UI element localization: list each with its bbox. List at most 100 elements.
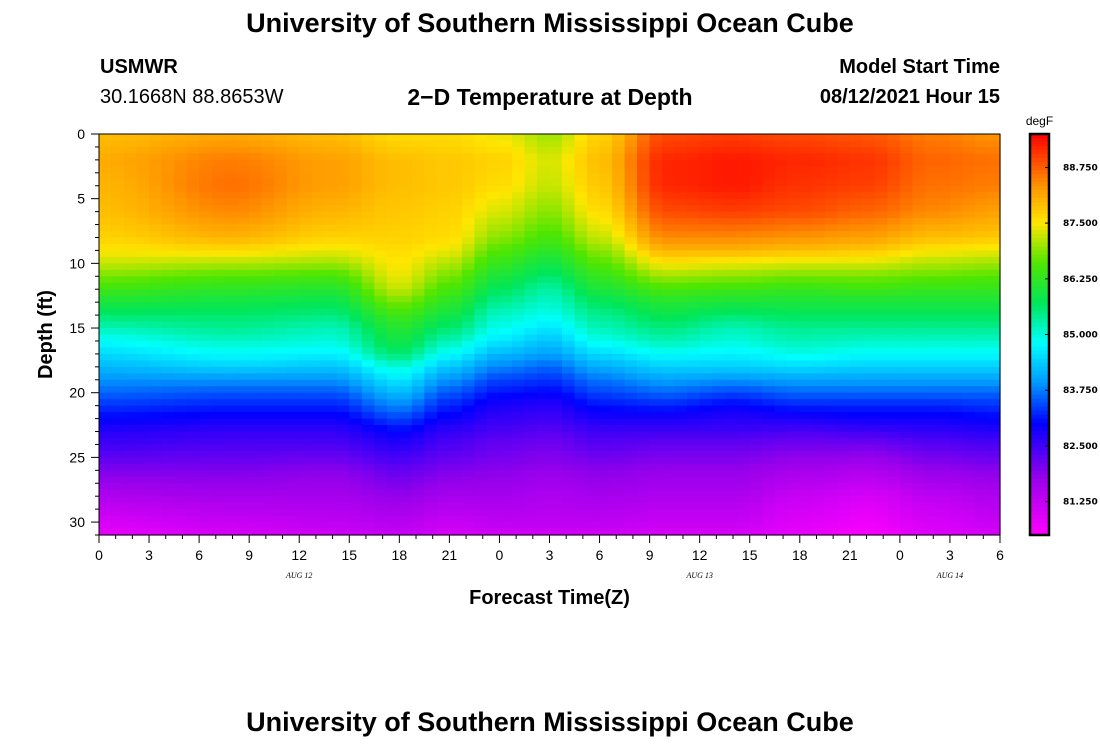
heatmap-cell	[124, 334, 138, 342]
heatmap-cell	[136, 476, 150, 484]
heatmap-cell	[712, 134, 726, 142]
heatmap-cell	[361, 153, 375, 161]
heatmap-cell	[261, 528, 275, 536]
heatmap-cell	[524, 172, 538, 180]
heatmap-cell	[386, 315, 400, 323]
heatmap-cell	[649, 353, 663, 361]
heatmap-cell	[374, 185, 388, 193]
heatmap-cell	[924, 502, 939, 510]
heatmap-cell	[574, 340, 588, 349]
colorbar-segment	[1030, 478, 1049, 484]
heatmap-cell	[687, 243, 701, 252]
heatmap-cell	[311, 340, 325, 349]
heatmap-cell	[799, 315, 813, 323]
heatmap-cell	[149, 328, 163, 336]
heatmap-cell	[712, 140, 726, 148]
heatmap-cell	[599, 399, 613, 407]
heatmap-cell	[99, 218, 113, 226]
heatmap-cell	[249, 340, 263, 349]
heatmap-cell	[824, 179, 838, 187]
heatmap-cell	[324, 399, 338, 407]
heatmap-cell	[511, 289, 526, 297]
heatmap-cell	[899, 282, 913, 290]
heatmap-cell	[336, 340, 350, 349]
heatmap-cell	[724, 302, 738, 310]
heatmap-cell	[712, 373, 726, 381]
heatmap-cell	[336, 412, 350, 420]
heatmap-cell	[286, 185, 300, 193]
heatmap-cell	[161, 444, 175, 452]
heatmap-cell	[411, 289, 425, 297]
heatmap-cell	[399, 379, 413, 387]
heatmap-cell	[399, 185, 413, 193]
heatmap-cell	[612, 192, 626, 200]
heatmap-cell	[762, 412, 776, 420]
heatmap-cell	[824, 321, 838, 329]
heatmap-cell	[161, 386, 175, 394]
heatmap-cell	[524, 256, 538, 264]
heatmap-cell	[474, 256, 488, 264]
heatmap-cell	[649, 412, 663, 420]
heatmap-cell	[511, 243, 526, 252]
heatmap-cell	[937, 140, 951, 148]
heatmap-cell	[562, 457, 576, 465]
heatmap-cell	[399, 489, 413, 497]
heatmap-cell	[461, 437, 476, 446]
heatmap-cell	[924, 302, 939, 310]
heatmap-cell	[624, 522, 638, 530]
heatmap-cell	[349, 269, 363, 277]
heatmap-cell	[399, 224, 413, 232]
heatmap-cell	[361, 334, 375, 342]
heatmap-cell	[737, 412, 751, 420]
heatmap-cell	[499, 146, 513, 155]
heatmap-cell	[699, 412, 713, 420]
heatmap-cell	[411, 509, 425, 517]
colorbar-segment	[1030, 330, 1049, 335]
heatmap-cell	[386, 528, 400, 536]
heatmap-cell	[887, 231, 901, 239]
heatmap-cell	[274, 496, 288, 504]
heatmap-cell	[99, 153, 113, 161]
heatmap-cell	[374, 192, 388, 200]
heatmap-cell	[712, 450, 726, 458]
heatmap-cell	[299, 269, 313, 277]
heatmap-cell	[862, 340, 876, 349]
heatmap-cell	[124, 172, 138, 180]
heatmap-cell	[924, 379, 939, 387]
heatmap-cell	[499, 185, 513, 193]
heatmap-cell	[762, 172, 776, 180]
heatmap-cell	[161, 282, 175, 290]
heatmap-cell	[762, 231, 776, 239]
heatmap-cell	[536, 282, 551, 290]
heatmap-cell	[699, 185, 713, 193]
heatmap-cell	[286, 450, 300, 458]
heatmap-cell	[111, 308, 125, 316]
heatmap-cell	[161, 166, 175, 174]
heatmap-cell	[261, 386, 275, 394]
heatmap-cell	[99, 379, 113, 387]
heatmap-cell	[962, 218, 976, 226]
heatmap-cell	[536, 457, 551, 465]
heatmap-cell	[912, 360, 926, 368]
heatmap-cell	[274, 509, 288, 517]
heatmap-cell	[824, 457, 838, 465]
heatmap-cell	[924, 159, 939, 167]
heatmap-cell	[261, 418, 275, 426]
heatmap-cell	[199, 353, 213, 361]
heatmap-cell	[912, 470, 926, 478]
heatmap-cell	[161, 224, 175, 232]
heatmap-cell	[562, 263, 576, 271]
heatmap-cell	[449, 237, 463, 245]
heatmap-cell	[599, 366, 613, 374]
heatmap-cell	[424, 146, 438, 155]
heatmap-cell	[311, 386, 325, 394]
heatmap-cell	[874, 166, 888, 174]
heatmap-cell	[299, 470, 313, 478]
heatmap-cell	[587, 496, 601, 504]
heatmap-cell	[774, 153, 788, 161]
heatmap-cell	[474, 321, 488, 329]
heatmap-cell	[887, 412, 901, 420]
heatmap-cell	[837, 483, 851, 491]
heatmap-cell	[536, 340, 551, 349]
heatmap-cell	[812, 509, 826, 517]
